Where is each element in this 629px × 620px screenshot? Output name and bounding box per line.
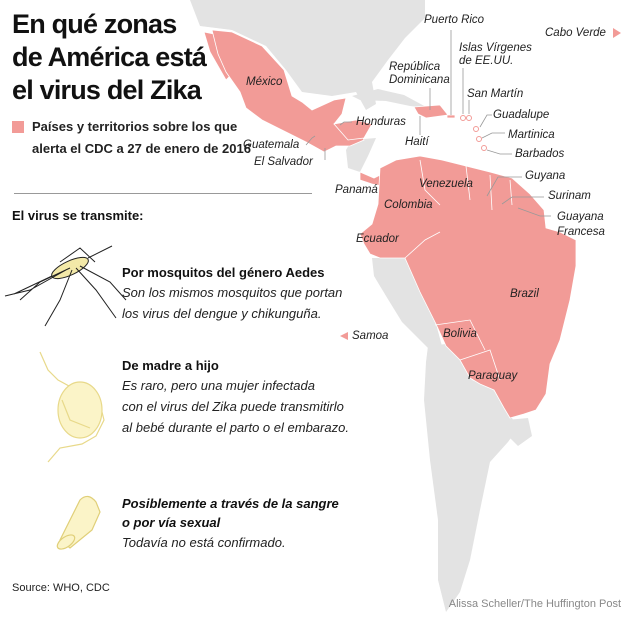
hispaniola	[413, 104, 449, 119]
border-lines	[404, 159, 513, 381]
samoa-arrow	[340, 332, 348, 340]
legend: Países y territorios sobre los que alert…	[12, 116, 272, 160]
san-martin-marker	[466, 115, 472, 121]
credit: Alissa Scheller/The Huffington Post	[448, 598, 621, 610]
barbados-marker	[481, 145, 487, 151]
islas-virgenes-marker	[460, 115, 466, 121]
uruguay-land	[506, 418, 532, 446]
guadalupe-marker	[473, 126, 479, 132]
mosquito-icon	[4, 245, 127, 327]
source: Source: WHO, CDC	[12, 582, 110, 594]
label-guyana: Guyana	[525, 170, 566, 182]
label-rep-dom: República Dominicana	[389, 61, 450, 87]
divider	[14, 193, 312, 194]
page-title: En qué zonas de América está el virus de…	[12, 8, 207, 107]
item-title: Posiblemente a través de la sangre	[122, 496, 339, 511]
label-line: Islas Vírgenes	[459, 42, 532, 54]
legend-swatch	[12, 121, 24, 133]
title-line: el virus del Zika	[12, 75, 202, 105]
label-venezuela: Venezuela	[419, 178, 473, 190]
cuba-land	[352, 89, 428, 108]
item-title: o por vía sexual	[122, 515, 221, 530]
item-body: Es raro, pero una mujer infectada	[122, 378, 315, 393]
label-haiti: Haití	[405, 136, 429, 148]
southern-cone-land	[424, 344, 518, 612]
label-el-salvador: El Salvador	[254, 156, 313, 168]
label-line: Francesa	[557, 226, 605, 238]
label-line: Dominicana	[389, 74, 450, 86]
label-cabo-verde: Cabo Verde	[545, 27, 606, 39]
label-paraguay: Paraguay	[468, 370, 518, 382]
label-guatemala: Guatemala	[243, 139, 300, 151]
item-body: los virus del dengue y chikunguña.	[122, 306, 322, 321]
label-islas-virgenes: Islas Vírgenes de EE.UU.	[459, 42, 532, 68]
label-line: de EE.UU.	[459, 55, 514, 67]
label-brazil: Brazil	[510, 288, 539, 300]
title-line: de América está	[12, 42, 207, 72]
nicaragua-costa-rica-land	[346, 138, 376, 172]
label-bolivia: Bolivia	[443, 328, 477, 340]
label-puerto-rico: Puerto Rico	[424, 14, 485, 26]
label-martinica: Martinica	[508, 129, 555, 141]
title-line: En qué zonas	[12, 9, 177, 39]
pregnant-woman-icon	[39, 351, 105, 463]
label-line: Guayana	[557, 211, 604, 223]
label-san-martin: San Martín	[467, 88, 524, 100]
label-honduras: Honduras	[356, 116, 406, 128]
item-body: Todavía no está confirmado.	[122, 535, 286, 550]
peru-land	[372, 258, 442, 348]
label-surinam: Surinam	[548, 190, 591, 202]
transmission-blood-sexual: Posiblemente a través de la sangre o por…	[122, 494, 339, 553]
transmission-mosquito: Por mosquitos del género Aedes Son los m…	[122, 263, 342, 324]
label-samoa: Samoa	[352, 330, 389, 342]
legend-text: Países y territorios sobre los que alert…	[32, 119, 251, 156]
puerto-rico	[446, 114, 456, 119]
item-body: al bebé durante el parto o el embarazo.	[122, 420, 349, 435]
label-mexico: México	[246, 76, 283, 88]
label-ecuador: Ecuador	[356, 233, 399, 245]
label-panama: Panamá	[335, 184, 378, 196]
honduras-region	[333, 119, 373, 141]
item-title: De madre a hijo	[122, 358, 219, 373]
item-body: con el virus del Zika puede transmitirlo	[122, 399, 344, 414]
north-america-land	[190, 0, 425, 110]
label-guadalupe: Guadalupe	[493, 109, 550, 121]
martinica-marker	[476, 136, 482, 142]
condom-icon	[56, 495, 101, 550]
item-body: Son los mismos mosquitos que portan	[122, 285, 343, 300]
section-heading: El virus se transmite:	[12, 208, 144, 223]
label-line: República	[389, 61, 441, 73]
item-title: Por mosquitos del género Aedes	[122, 265, 325, 280]
label-colombia: Colombia	[384, 199, 433, 211]
label-barbados: Barbados	[515, 148, 565, 160]
transmission-mother-child: De madre a hijo Es raro, pero una mujer …	[122, 356, 349, 438]
label-guayana-francesa: Guayana Francesa	[557, 211, 605, 239]
cabo-verde-arrow	[613, 28, 621, 38]
